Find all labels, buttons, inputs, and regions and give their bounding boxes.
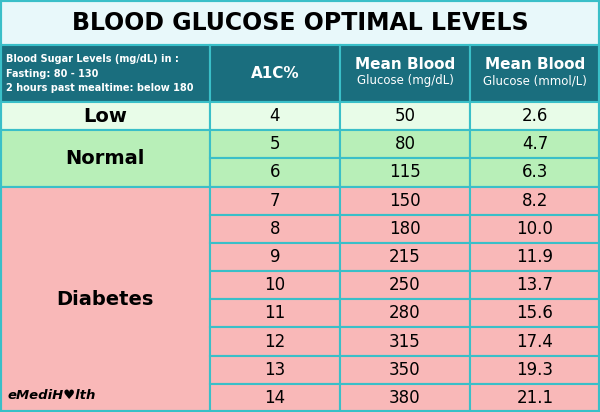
Bar: [470, 45, 600, 102]
Bar: [0, 102, 210, 130]
Text: Fasting: 80 - 130: Fasting: 80 - 130: [6, 68, 98, 79]
Text: 12: 12: [265, 332, 286, 351]
Text: 11.9: 11.9: [517, 248, 554, 266]
Bar: [340, 130, 470, 158]
Text: Normal: Normal: [65, 149, 145, 168]
Bar: [470, 215, 600, 243]
Text: Mean Blood: Mean Blood: [485, 57, 585, 72]
Text: 15.6: 15.6: [517, 304, 553, 322]
Text: 115: 115: [389, 164, 421, 181]
Text: 150: 150: [389, 192, 421, 210]
Text: 2.6: 2.6: [522, 107, 548, 125]
Bar: [0, 45, 210, 102]
Text: 8: 8: [270, 220, 280, 238]
Bar: [210, 102, 340, 130]
Bar: [340, 356, 470, 384]
Text: eMediH♥lth: eMediH♥lth: [8, 389, 97, 402]
Text: 17.4: 17.4: [517, 332, 553, 351]
Bar: [210, 271, 340, 299]
Bar: [340, 45, 470, 102]
Text: 13: 13: [265, 361, 286, 379]
Bar: [470, 384, 600, 412]
Bar: [210, 384, 340, 412]
Text: Glucose (mmol/L): Glucose (mmol/L): [483, 74, 587, 87]
Text: BLOOD GLUCOSE OPTIMAL LEVELS: BLOOD GLUCOSE OPTIMAL LEVELS: [71, 10, 529, 35]
Text: 4.7: 4.7: [522, 135, 548, 153]
Text: 215: 215: [389, 248, 421, 266]
Text: A1C%: A1C%: [251, 66, 299, 81]
Bar: [470, 299, 600, 328]
Bar: [340, 102, 470, 130]
Bar: [0, 130, 210, 187]
Bar: [210, 243, 340, 271]
Text: 11: 11: [265, 304, 286, 322]
Text: 10.0: 10.0: [517, 220, 553, 238]
Text: 19.3: 19.3: [517, 361, 554, 379]
Bar: [470, 187, 600, 215]
Text: 8.2: 8.2: [522, 192, 548, 210]
Text: 10: 10: [265, 276, 286, 294]
Bar: [340, 271, 470, 299]
Bar: [470, 130, 600, 158]
Text: Mean Blood: Mean Blood: [355, 57, 455, 72]
Text: 280: 280: [389, 304, 421, 322]
Text: 4: 4: [270, 107, 280, 125]
Text: Blood Sugar Levels (mg/dL) in :: Blood Sugar Levels (mg/dL) in :: [6, 54, 179, 64]
Text: 2 hours past mealtime: below 180: 2 hours past mealtime: below 180: [6, 83, 193, 93]
Bar: [340, 299, 470, 328]
Text: 350: 350: [389, 361, 421, 379]
Text: 50: 50: [395, 107, 415, 125]
Bar: [210, 328, 340, 356]
Bar: [210, 158, 340, 187]
Text: 5: 5: [270, 135, 280, 153]
Text: 6.3: 6.3: [522, 164, 548, 181]
Text: 14: 14: [265, 389, 286, 407]
Text: 380: 380: [389, 389, 421, 407]
Bar: [210, 356, 340, 384]
Bar: [210, 215, 340, 243]
Bar: [210, 45, 340, 102]
Bar: [470, 356, 600, 384]
Bar: [210, 130, 340, 158]
Bar: [340, 215, 470, 243]
Text: 6: 6: [270, 164, 280, 181]
Text: Glucose (mg/dL): Glucose (mg/dL): [356, 74, 454, 87]
Text: Low: Low: [83, 107, 127, 126]
Text: 180: 180: [389, 220, 421, 238]
Bar: [340, 384, 470, 412]
Text: Diabetes: Diabetes: [56, 290, 154, 309]
Text: 13.7: 13.7: [517, 276, 554, 294]
Bar: [340, 187, 470, 215]
Bar: [470, 328, 600, 356]
Bar: [470, 158, 600, 187]
Bar: [470, 102, 600, 130]
Bar: [340, 328, 470, 356]
Bar: [470, 243, 600, 271]
Bar: [340, 243, 470, 271]
Bar: [210, 299, 340, 328]
Text: 7: 7: [270, 192, 280, 210]
Text: 21.1: 21.1: [517, 389, 554, 407]
Text: 250: 250: [389, 276, 421, 294]
Text: 315: 315: [389, 332, 421, 351]
Bar: [340, 158, 470, 187]
Bar: [210, 187, 340, 215]
Bar: [0, 0, 600, 45]
Text: 9: 9: [270, 248, 280, 266]
Text: 80: 80: [395, 135, 415, 153]
Bar: [0, 187, 210, 412]
Bar: [470, 271, 600, 299]
